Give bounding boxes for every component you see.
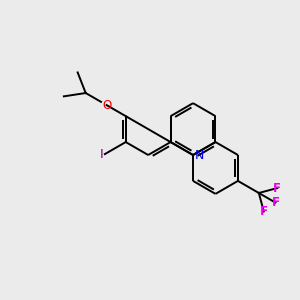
Text: O: O — [102, 99, 111, 112]
Text: F: F — [260, 205, 268, 218]
Text: I: I — [100, 148, 103, 160]
Text: N: N — [194, 148, 204, 161]
Text: F: F — [273, 182, 281, 194]
Text: F: F — [272, 196, 279, 209]
